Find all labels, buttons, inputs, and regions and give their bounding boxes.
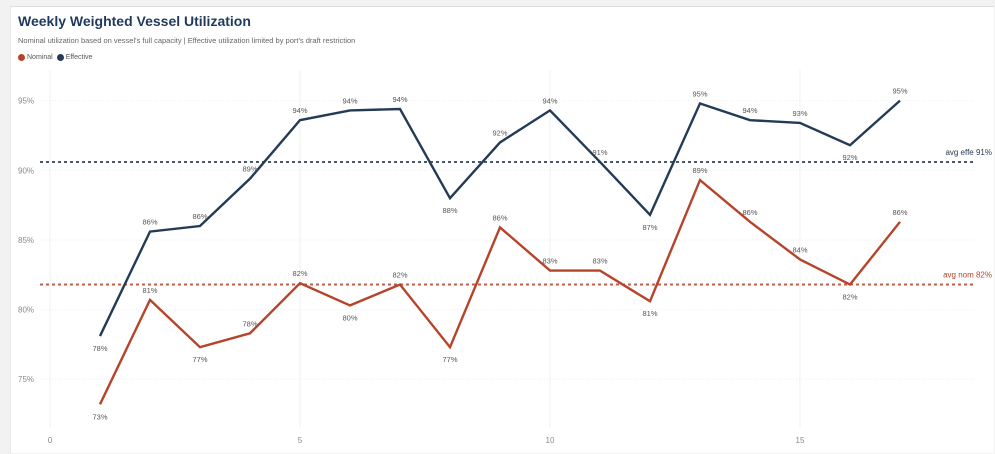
data-label-effective: 89%: [242, 165, 257, 174]
legend-swatch-effective: [56, 54, 64, 61]
average-line-label: avg nom 82%: [943, 271, 992, 280]
data-label-nominal: 81%: [642, 309, 657, 318]
legend-item-nominal[interactable]: Nominal: [18, 54, 53, 61]
data-label-effective: 94%: [342, 96, 357, 105]
series-line-effective: [98, 99, 901, 337]
chart-subtitle: Nominal utilization based on vessel's fu…: [18, 36, 356, 45]
data-label-nominal: 78%: [242, 319, 257, 328]
data-label-effective: 94%: [542, 96, 557, 105]
y-tick-label: 90%: [18, 166, 34, 175]
x-tick-label: 10: [546, 436, 555, 445]
data-label-effective: 95%: [892, 87, 907, 96]
data-label-effective: 94%: [742, 106, 757, 115]
data-label-effective: 87%: [642, 223, 657, 232]
data-label-nominal: 86%: [492, 213, 507, 222]
data-label-nominal: 81%: [142, 286, 157, 295]
data-label-effective: 93%: [792, 109, 807, 118]
data-label-effective: 92%: [492, 128, 507, 137]
legend-label-effective: Effective: [65, 54, 93, 61]
series-line-nominal: [98, 178, 901, 405]
data-label-nominal: 89%: [692, 166, 707, 175]
data-label-effective: 95%: [692, 89, 707, 98]
average-line-label: avg effe 91%: [945, 148, 992, 157]
chart-title: Weekly Weighted Vessel Utilization: [18, 13, 251, 29]
chart-legend[interactable]: Nominal Effective: [18, 54, 94, 61]
data-label-effective: 94%: [392, 95, 407, 104]
data-label-effective: 88%: [442, 206, 457, 215]
data-label-effective: 78%: [92, 344, 107, 353]
data-label-nominal: 83%: [592, 257, 607, 266]
x-tick-label: 5: [298, 436, 303, 445]
data-label-nominal: 86%: [742, 208, 757, 217]
legend-swatch-nominal: [18, 54, 25, 61]
y-tick-label: 95%: [18, 97, 34, 106]
data-label-nominal: 84%: [792, 245, 807, 254]
data-label-effective: 92%: [842, 153, 857, 162]
y-tick-label: 75%: [18, 375, 34, 384]
data-label-nominal: 83%: [542, 257, 557, 266]
data-label-nominal: 86%: [892, 208, 907, 217]
data-label-nominal: 82%: [292, 269, 307, 278]
data-label-effective: 91%: [592, 148, 607, 157]
x-tick-label: 0: [48, 436, 53, 445]
data-label-nominal: 80%: [342, 313, 357, 322]
y-tick-label: 80%: [18, 306, 34, 315]
data-label-effective: 86%: [142, 218, 157, 227]
data-label-nominal: 82%: [392, 271, 407, 280]
data-label-effective: 94%: [292, 106, 307, 115]
data-label-nominal: 82%: [842, 293, 857, 302]
legend-item-effective[interactable]: Effective: [56, 54, 93, 61]
x-tick-label: 15: [796, 436, 805, 445]
data-label-nominal: 73%: [92, 412, 107, 421]
data-label-effective: 86%: [192, 212, 207, 221]
data-label-nominal: 77%: [192, 355, 207, 364]
data-label-nominal: 77%: [442, 355, 457, 364]
legend-label-nominal: Nominal: [27, 54, 53, 61]
y-tick-label: 85%: [18, 236, 34, 245]
